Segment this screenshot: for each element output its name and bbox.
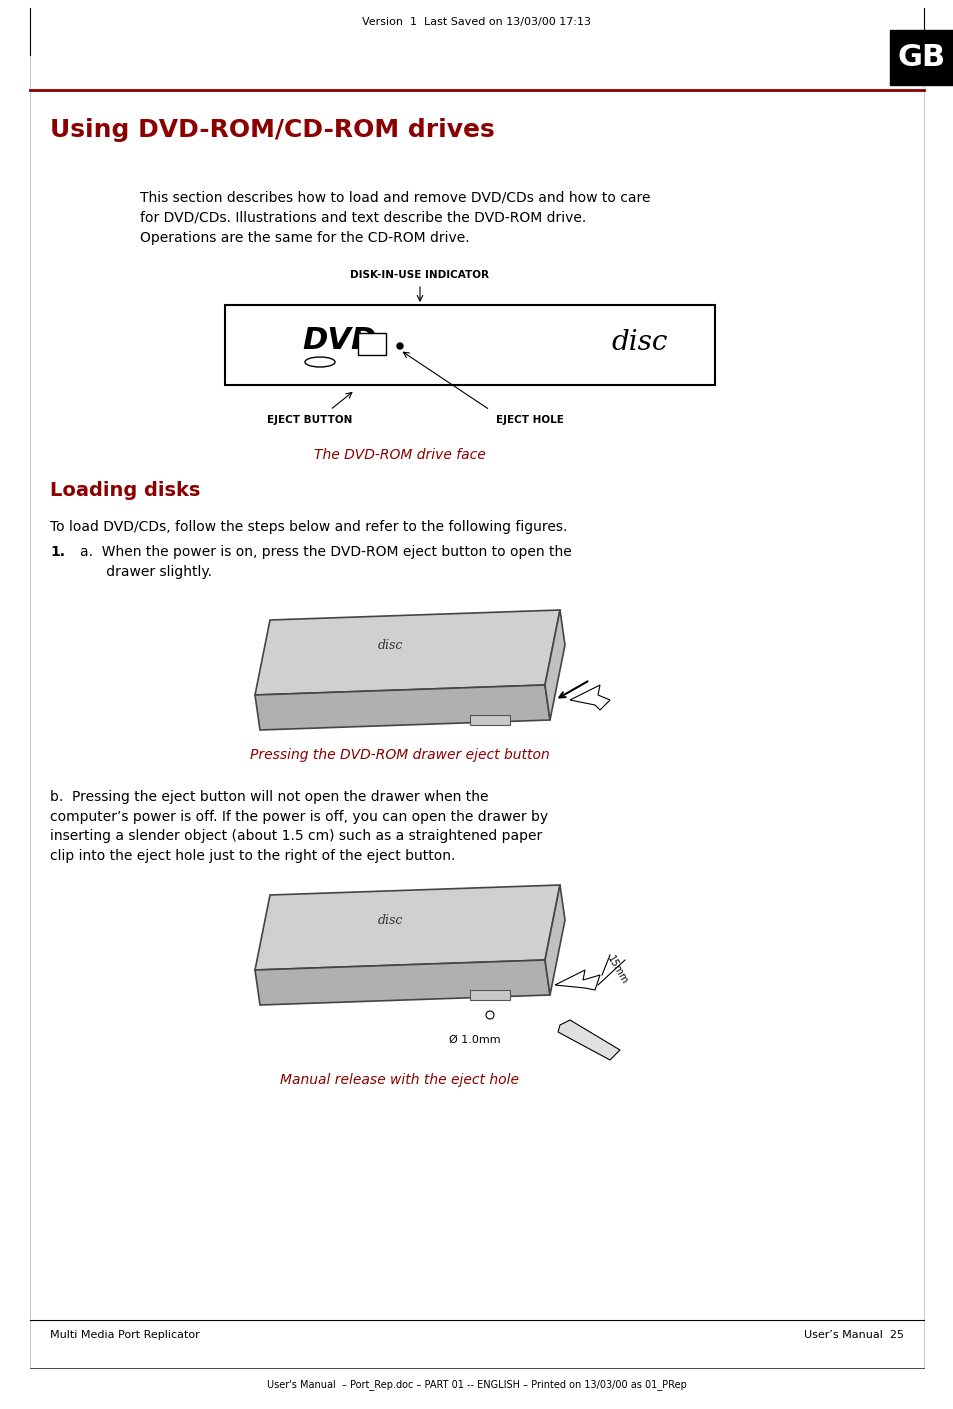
Text: Version  1  Last Saved on 13/03/00 17:13: Version 1 Last Saved on 13/03/00 17:13 [362, 17, 591, 27]
Text: Pressing the DVD-ROM drawer eject button: Pressing the DVD-ROM drawer eject button [250, 748, 549, 762]
Polygon shape [558, 1020, 619, 1060]
Text: disc: disc [377, 913, 402, 927]
Text: DISK-IN-USE INDICATOR: DISK-IN-USE INDICATOR [350, 271, 489, 280]
Text: Loading disks: Loading disks [50, 480, 200, 500]
Text: 15mm: 15mm [604, 954, 629, 986]
Text: To load DVD/CDs, follow the steps below and refer to the following figures.: To load DVD/CDs, follow the steps below … [50, 520, 567, 534]
Polygon shape [254, 610, 559, 695]
Bar [470, 714, 510, 726]
Circle shape [396, 342, 402, 349]
Text: Multi Media Port Replicator: Multi Media Port Replicator [50, 1330, 199, 1340]
Bar [225, 304, 714, 385]
Text: EJECT HOLE: EJECT HOLE [496, 416, 563, 426]
Circle shape [485, 1012, 494, 1019]
Polygon shape [254, 685, 550, 730]
Text: User’s Manual  25: User’s Manual 25 [803, 1330, 903, 1340]
Text: Ø 1.0mm: Ø 1.0mm [449, 1036, 500, 1045]
Ellipse shape [305, 356, 335, 366]
Text: Manual release with the eject hole: Manual release with the eject hole [280, 1074, 519, 1086]
Text: EJECT BUTTON: EJECT BUTTON [267, 416, 353, 426]
Text: 1.: 1. [50, 545, 65, 559]
Text: DVD: DVD [302, 325, 376, 355]
Bar [357, 333, 386, 355]
Text: disc: disc [377, 638, 402, 651]
Polygon shape [544, 610, 564, 720]
Polygon shape [544, 885, 564, 995]
Polygon shape [254, 885, 559, 969]
Polygon shape [254, 960, 550, 1005]
Text: disc: disc [611, 328, 667, 355]
Text: a.  When the power is on, press the DVD-ROM eject button to open the
      drawe: a. When the power is on, press the DVD-R… [80, 545, 571, 579]
Polygon shape [555, 969, 599, 991]
Text: GB: GB [897, 42, 945, 72]
Polygon shape [569, 685, 609, 710]
Text: This section describes how to load and remove DVD/CDs and how to care
for DVD/CD: This section describes how to load and r… [140, 190, 650, 245]
Text: The DVD-ROM drive face: The DVD-ROM drive face [314, 448, 485, 462]
Text: User's Manual  – Port_Rep.doc – PART 01 -- ENGLISH – Printed on 13/03/00 as 01_P: User's Manual – Port_Rep.doc – PART 01 -… [267, 1379, 686, 1391]
Bar [470, 991, 510, 1000]
Text: Using DVD-ROM/CD-ROM drives: Using DVD-ROM/CD-ROM drives [50, 118, 495, 142]
Text: b.  Pressing the eject button will not open the drawer when the
computer’s power: b. Pressing the eject button will not op… [50, 790, 548, 862]
Bar [889, 30, 953, 85]
